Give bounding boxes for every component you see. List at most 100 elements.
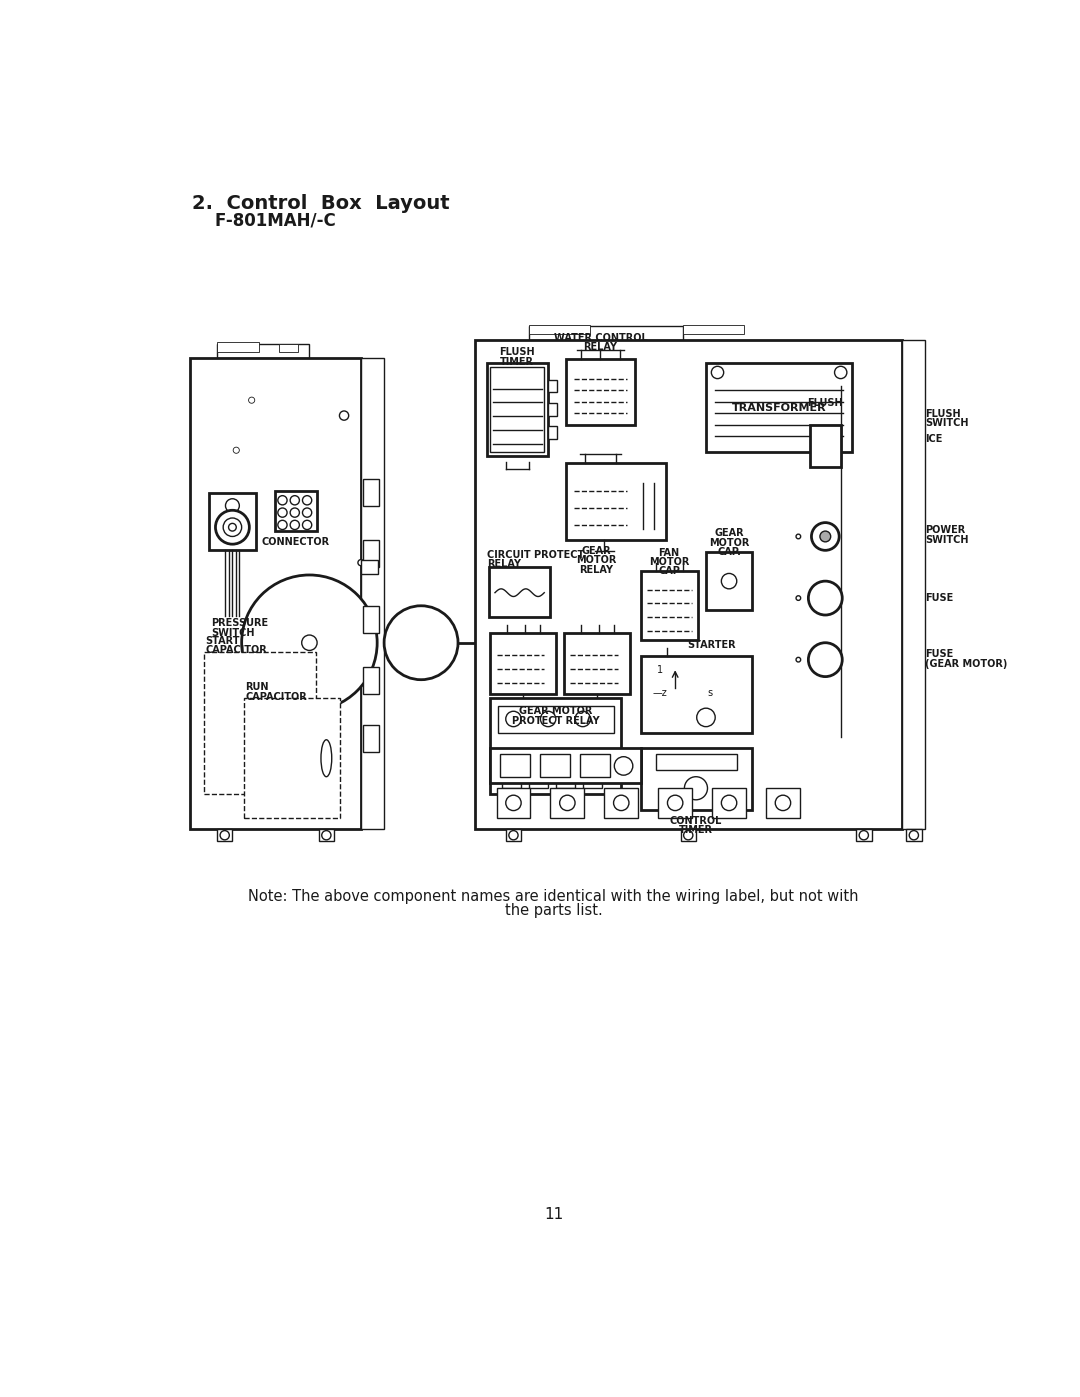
Text: 2.  Control  Box  Layout: 2. Control Box Layout [191, 194, 449, 214]
Circle shape [613, 795, 629, 810]
Text: FUSE: FUSE [926, 648, 954, 658]
Text: 1: 1 [657, 665, 663, 675]
Bar [363, 668, 379, 694]
Text: CIRCUIT PROTECT: CIRCUIT PROTECT [487, 550, 584, 560]
Circle shape [796, 658, 800, 662]
Circle shape [224, 518, 242, 536]
Text: CONTROL: CONTROL [670, 816, 723, 826]
Bar [566, 464, 666, 541]
Text: SWITCH: SWITCH [926, 418, 969, 429]
Circle shape [220, 831, 229, 840]
Bar [490, 633, 556, 694]
Circle shape [685, 777, 707, 800]
Bar [500, 753, 530, 777]
Bar [564, 633, 630, 694]
Bar [605, 788, 638, 817]
Circle shape [291, 509, 299, 517]
Text: GEAR: GEAR [582, 546, 611, 556]
Circle shape [721, 795, 737, 810]
Bar [363, 725, 379, 752]
Bar [566, 359, 635, 425]
Text: CAPACITOR: CAPACITOR [245, 692, 307, 701]
Text: RUN: RUN [245, 682, 269, 693]
Circle shape [291, 496, 299, 504]
Bar [279, 344, 298, 352]
Bar [490, 367, 544, 451]
Bar [497, 788, 530, 817]
Bar [656, 754, 737, 770]
Bar [210, 493, 256, 550]
Circle shape [509, 831, 518, 840]
Bar [217, 344, 309, 358]
Bar [529, 324, 591, 334]
Text: 11: 11 [544, 1207, 563, 1221]
Text: CAP: CAP [658, 566, 680, 576]
Circle shape [909, 831, 918, 840]
Circle shape [540, 711, 556, 726]
Bar [583, 761, 602, 788]
Bar [549, 380, 557, 393]
Bar [217, 828, 232, 841]
Circle shape [339, 411, 349, 420]
Circle shape [820, 531, 831, 542]
Text: PRESSURE: PRESSURE [211, 619, 268, 629]
Text: FAN: FAN [659, 548, 679, 557]
Circle shape [242, 576, 377, 711]
Circle shape [860, 831, 868, 840]
Bar [640, 749, 752, 810]
Text: SWITCH: SWITCH [926, 535, 969, 545]
Bar [856, 828, 872, 841]
Bar [556, 761, 575, 788]
Circle shape [278, 520, 287, 529]
Circle shape [697, 708, 715, 726]
Bar [363, 541, 379, 567]
Text: WATER CONTROL: WATER CONTROL [554, 332, 647, 342]
Circle shape [494, 638, 502, 647]
Bar [274, 490, 318, 531]
Text: STARTER: STARTER [687, 640, 735, 650]
Circle shape [835, 366, 847, 379]
Circle shape [667, 795, 683, 810]
Bar [640, 571, 699, 640]
Circle shape [505, 711, 522, 726]
Circle shape [712, 366, 724, 379]
Text: POWER: POWER [926, 525, 966, 535]
Bar [217, 342, 259, 352]
Circle shape [278, 509, 287, 517]
Bar [640, 655, 752, 733]
Bar [529, 761, 549, 788]
Circle shape [559, 795, 575, 810]
Text: ICE: ICE [926, 433, 943, 444]
Text: GEAR: GEAR [714, 528, 744, 538]
Bar [363, 479, 379, 506]
Text: TRANSFORMER: TRANSFORMER [732, 402, 826, 414]
Circle shape [775, 795, 791, 810]
Bar [658, 788, 692, 817]
Circle shape [796, 595, 800, 601]
Bar [902, 339, 926, 828]
Circle shape [248, 397, 255, 404]
Bar [540, 753, 570, 777]
Bar [529, 327, 683, 339]
Bar [363, 606, 379, 633]
Circle shape [216, 510, 249, 545]
Bar [485, 636, 502, 651]
Circle shape [575, 711, 591, 726]
Bar [490, 698, 621, 795]
Text: FLUSH: FLUSH [926, 409, 961, 419]
Ellipse shape [321, 740, 332, 777]
Bar [490, 749, 640, 782]
Text: (GEAR MOTOR): (GEAR MOTOR) [926, 658, 1008, 669]
Text: MOTOR: MOTOR [577, 556, 617, 566]
Circle shape [233, 447, 240, 453]
Circle shape [322, 831, 330, 840]
Text: FUSE: FUSE [926, 594, 954, 604]
Bar [683, 324, 744, 334]
Bar [906, 828, 921, 841]
Bar [319, 828, 334, 841]
Text: PROTECT RELAY: PROTECT RELAY [512, 715, 599, 725]
Text: FLUSH: FLUSH [808, 398, 843, 408]
Circle shape [357, 560, 364, 566]
Bar [361, 560, 378, 574]
Circle shape [229, 524, 237, 531]
